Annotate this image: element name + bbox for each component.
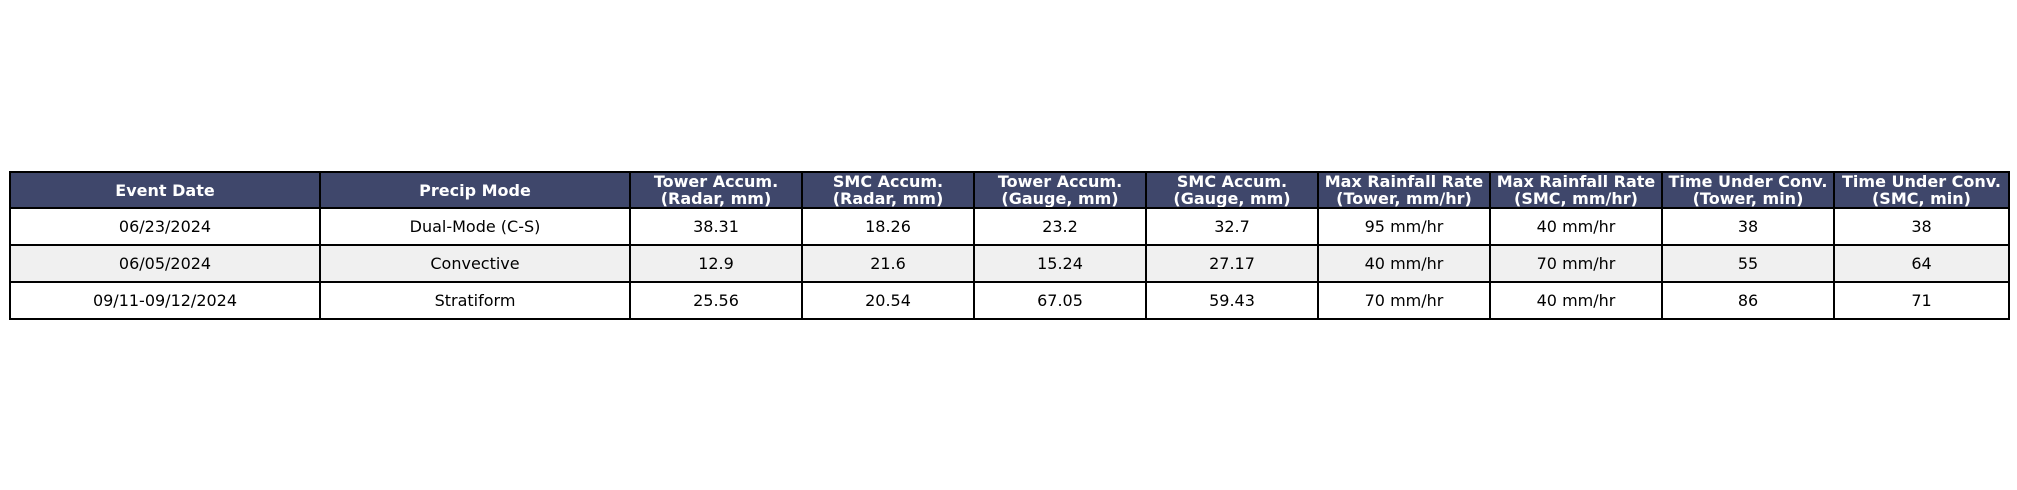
column-header-line: Tower Accum. [653,172,779,191]
column-header: Tower Accum. (Gauge, mm) [973,171,1147,209]
column-header: SMC Accum. (Radar, mm) [801,171,975,209]
table-cell: 09/11-09/12/2024 [9,281,321,320]
table-cell: 67.05 [973,281,1147,320]
data-table: Event Date Precip Mode Tower Accum. (Radar,… [9,171,2010,320]
table-cell: 64 [1833,244,2010,283]
column-header-line: Precip Mode [419,180,531,200]
column-header: Tower Accum. (Radar, mm) [629,171,803,209]
table-cell: Convective [319,244,631,283]
table-cell: 71 [1833,281,2010,320]
table-cell: 86 [1661,281,1835,320]
column-header-line: (Tower, mm/hr) [1336,189,1472,208]
table-cell: Dual-Mode (C-S) [319,207,631,246]
column-header: Event Date [9,171,321,209]
table-cell: 32.7 [1145,207,1319,246]
table-cell: 06/05/2024 [9,244,321,283]
column-header-line: Max Rainfall Rate [1496,172,1656,191]
column-header: Precip Mode [319,171,631,209]
column-header-line: Time Under Conv. [1842,172,2001,191]
column-header-line: (Gauge, mm) [1173,189,1291,208]
column-header-line: Max Rainfall Rate [1324,172,1484,191]
table-row: 09/11-09/12/2024 Stratiform 25.56 20.54 67.0… [9,281,2010,320]
column-header: Time Under Conv. (SMC, min) [1833,171,2010,209]
column-header: SMC Accum. (Gauge, mm) [1145,171,1319,209]
table-cell: 55 [1661,244,1835,283]
column-header-line: (SMC, mm/hr) [1514,189,1638,208]
table-row: 06/05/2024 Convective 12.9 21.6 15.24 27.17 40… [9,244,2010,283]
column-header-line: SMC Accum. [1176,172,1288,191]
table-cell: 23.2 [973,207,1147,246]
table-cell: 38 [1833,207,2010,246]
table-cell: 40 mm/hr [1317,244,1491,283]
column-header-line: (Radar, mm) [660,189,772,208]
column-header-line: (Gauge, mm) [1001,189,1119,208]
column-header-line: Event Date [115,180,215,200]
table-cell: 21.6 [801,244,975,283]
table-cell: 15.24 [973,244,1147,283]
table-cell: 59.43 [1145,281,1319,320]
column-header-line: (SMC, min) [1871,189,1971,208]
table-cell: 95 mm/hr [1317,207,1491,246]
table-cell: 06/23/2024 [9,207,321,246]
table-cell: 38 [1661,207,1835,246]
table-cell: 20.54 [801,281,975,320]
table-cell: 38.31 [629,207,803,246]
column-header-line: (Radar, mm) [832,189,944,208]
table-cell: 18.26 [801,207,975,246]
column-header: Time Under Conv. (Tower, min) [1661,171,1835,209]
table-cell: 40 mm/hr [1489,207,1663,246]
column-header: Max Rainfall Rate (Tower, mm/hr) [1317,171,1491,209]
column-header-line: (Tower, min) [1692,189,1804,208]
table-cell: 25.56 [629,281,803,320]
header-row: Event Date Precip Mode Tower Accum. (Radar,… [9,171,2010,209]
table-cell: 40 mm/hr [1489,281,1663,320]
column-header-line: SMC Accum. [832,172,944,191]
table-cell: 70 mm/hr [1317,281,1491,320]
table-cell: Stratiform [319,281,631,320]
table-cell: 27.17 [1145,244,1319,283]
table-cell: 12.9 [629,244,803,283]
table-row: 06/23/2024 Dual-Mode (C-S) 38.31 18.26 23.2 3… [9,207,2010,246]
column-header-line: Time Under Conv. [1668,172,1828,191]
column-header: Max Rainfall Rate (SMC, mm/hr) [1489,171,1663,209]
table-cell: 70 mm/hr [1489,244,1663,283]
table-body: 06/23/2024 Dual-Mode (C-S) 38.31 18.26 23.2 3… [9,207,2010,320]
column-header-line: Tower Accum. [997,172,1123,191]
